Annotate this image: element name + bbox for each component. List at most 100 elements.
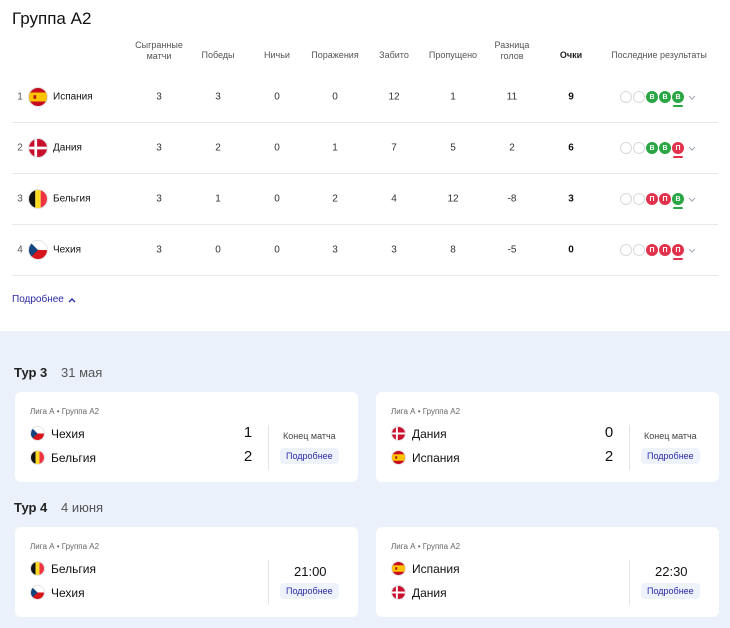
- result-badge: П: [646, 244, 658, 256]
- details-button[interactable]: Подробнее: [280, 583, 339, 599]
- match-team-name: Испания: [412, 450, 460, 465]
- belgium-flag-icon: [28, 189, 48, 209]
- cell-scored: 4: [391, 193, 397, 205]
- cell-diff: -5: [507, 244, 517, 256]
- cell-scored: 12: [388, 91, 400, 103]
- cell-draws: 0: [274, 244, 280, 256]
- details-button[interactable]: Подробнее: [641, 583, 700, 599]
- table-row[interactable]: 4 Чехия 3 0 0 3 3 8 -5 0 П П П: [12, 225, 718, 276]
- match-score: 2: [604, 448, 614, 465]
- more-link[interactable]: Подробнее: [12, 294, 76, 305]
- match-card[interactable]: Лига А • Группа А2 Чехия 1 Бельгия 2 Конец ма…: [15, 392, 358, 482]
- cell-diff: -8: [507, 193, 517, 205]
- result-badge: П: [672, 142, 684, 158]
- match-team: Чехия: [30, 426, 85, 441]
- table-row[interactable]: 2 Дания 3 2 0 1 7 5 2 6 В В П: [12, 123, 718, 174]
- cell-scored: 7: [391, 142, 397, 154]
- czechia-flag-icon: [30, 585, 45, 600]
- chevron-down-icon[interactable]: [687, 92, 697, 102]
- chevron-down-icon[interactable]: [687, 245, 697, 255]
- match-team-name: Дания: [412, 585, 447, 600]
- result-empty: [633, 193, 645, 205]
- cell-losses: 1: [332, 142, 338, 154]
- result-badge: П: [672, 244, 684, 260]
- tour-date: 31 мая: [61, 365, 103, 380]
- result-badge: В: [672, 193, 684, 209]
- match-card[interactable]: Лига А • Группа А2 Бельгия Чехия 21:00 Подро…: [15, 527, 358, 617]
- col-diff: Разница голов: [494, 40, 530, 61]
- match-divider: [629, 425, 630, 470]
- match-card[interactable]: Лига А • Группа А2 Испания Дания 22:30 Подро…: [376, 527, 719, 617]
- match-time: 21:00: [294, 564, 327, 579]
- match-team-name: Дания: [412, 426, 447, 441]
- result-badge: В: [659, 142, 671, 154]
- team-name[interactable]: Испания: [53, 91, 93, 103]
- denmark-flag-icon: [391, 585, 406, 600]
- cell-points: 3: [568, 193, 574, 205]
- cell-wins: 3: [215, 91, 221, 103]
- col-scored: Забито: [379, 50, 409, 60]
- denmark-flag-icon: [391, 426, 406, 441]
- match-card[interactable]: Лига А • Группа А2 Дания 0 Испания 2 Конец ма…: [376, 392, 719, 482]
- cell-draws: 0: [274, 193, 280, 205]
- match-divider: [268, 425, 269, 470]
- cell-played: 3: [156, 244, 162, 256]
- match-score: 1: [243, 424, 253, 441]
- match-status: Конец матча: [644, 431, 697, 441]
- cell-points: 9: [568, 91, 574, 103]
- cell-points: 6: [568, 142, 574, 154]
- match-team: Чехия: [30, 585, 85, 600]
- cell-played: 3: [156, 142, 162, 154]
- col-played: Сыгранные матчи: [135, 40, 183, 61]
- cell-diff: 2: [509, 142, 515, 154]
- team-name[interactable]: Чехия: [53, 244, 82, 256]
- row-position: 3: [17, 193, 23, 205]
- spain-flag-icon: [28, 87, 48, 107]
- tour-label: Тур 3: [14, 365, 48, 380]
- match-team-name: Испания: [412, 561, 460, 576]
- cell-draws: 0: [274, 142, 280, 154]
- details-button[interactable]: Подробнее: [280, 448, 339, 464]
- table-row[interactable]: 3 Бельгия 3 1 0 2 4 12 -8 3 П П В: [12, 174, 718, 225]
- cell-wins: 2: [215, 142, 221, 154]
- cell-conceded: 12: [447, 193, 459, 205]
- more-link-label: Подробнее: [12, 294, 64, 305]
- match-divider: [629, 560, 630, 605]
- spain-flag-icon: [391, 450, 406, 465]
- cell-scored: 3: [391, 244, 397, 256]
- match-league: Лига А • Группа А2: [30, 407, 100, 416]
- details-button[interactable]: Подробнее: [641, 448, 700, 464]
- belgium-flag-icon: [30, 561, 45, 576]
- chevron-down-icon[interactable]: [687, 194, 697, 204]
- match-score: 2: [243, 448, 253, 465]
- match-team: Испания: [391, 450, 460, 465]
- col-conceded: Пропущено: [428, 50, 478, 60]
- match-team-name: Чехия: [51, 585, 85, 600]
- cell-losses: 2: [332, 193, 338, 205]
- result-badge: П: [659, 244, 671, 256]
- match-team: Испания: [391, 561, 460, 576]
- chevron-up-icon: [68, 297, 76, 302]
- match-team-name: Бельгия: [51, 561, 96, 576]
- result-empty: [620, 193, 632, 205]
- row-position: 4: [17, 244, 23, 256]
- result-badge: П: [659, 193, 671, 205]
- belgium-flag-icon: [30, 450, 45, 465]
- match-league: Лига А • Группа А2: [391, 542, 461, 551]
- cell-losses: 0: [332, 91, 338, 103]
- team-name[interactable]: Бельгия: [53, 193, 91, 205]
- matches-section: Тур 3 31 мая Тур 4 4 июня Лига А • Групп…: [0, 331, 730, 628]
- match-score: 0: [604, 424, 614, 441]
- chevron-down-icon[interactable]: [687, 143, 697, 153]
- result-badge: В: [646, 142, 658, 154]
- match-team: Дания: [391, 426, 447, 441]
- team-name[interactable]: Дания: [53, 142, 82, 154]
- col-wins: Победы: [201, 50, 235, 60]
- cell-losses: 3: [332, 244, 338, 256]
- table-row[interactable]: 1 Испания 3 3 0 0 12 1 11 9 В В В: [12, 72, 718, 123]
- cell-conceded: 8: [450, 244, 456, 256]
- cell-conceded: 1: [450, 91, 456, 103]
